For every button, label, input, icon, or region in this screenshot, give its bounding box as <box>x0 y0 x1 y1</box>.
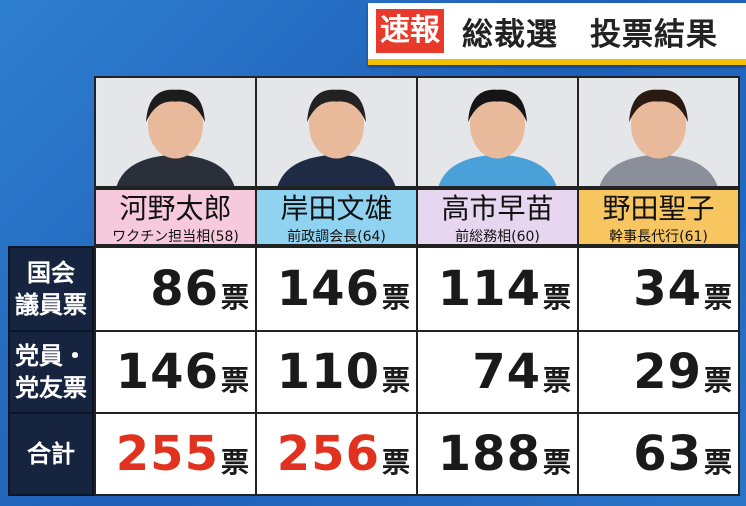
vote-unit: 票 <box>381 446 410 479</box>
candidate-name: 河野太郎 <box>119 192 232 225</box>
vote-unit: 票 <box>220 281 249 314</box>
vote-unit: 票 <box>542 446 571 479</box>
vote-cell: 86 票 <box>94 246 257 332</box>
vote-unit: 票 <box>381 364 410 397</box>
vote-count: 110 <box>276 344 380 400</box>
vote-cell: 146 票 <box>255 246 418 332</box>
vote-count: 63 <box>633 426 702 482</box>
vote-count: 29 <box>633 344 702 400</box>
breaking-news-label: 速報 <box>376 9 444 53</box>
vote-cell: 110 票 <box>255 330 418 414</box>
row-header: 党員・ 党友票 <box>8 330 94 414</box>
vote-unit: 票 <box>703 364 732 397</box>
vote-count: 188 <box>437 426 541 482</box>
results-table: 国会 議員票 党員・ 党友票 合計 河野太郎 ワクチン担当相(58) 86 票 146 票 255… <box>8 76 740 496</box>
candidate-photo <box>577 76 740 188</box>
vote-unit: 票 <box>381 281 410 314</box>
candidate-name: 岸田文雄 <box>280 192 393 225</box>
vote-unit: 票 <box>542 281 571 314</box>
candidate-photo <box>94 76 257 188</box>
portrait-icon <box>257 78 416 186</box>
vote-cell: 34 票 <box>577 246 740 332</box>
candidate-name-cell: 岸田文雄前政調会長(64) <box>255 188 418 246</box>
vote-count: 74 <box>472 344 541 400</box>
candidate-photo <box>255 76 418 188</box>
portrait-icon <box>96 78 255 186</box>
vote-cell: 63 票 <box>577 412 740 496</box>
vote-cell: 188 票 <box>416 412 579 496</box>
vote-unit: 票 <box>703 281 732 314</box>
vote-cell: 29 票 <box>577 330 740 414</box>
candidate-name-cell: 野田聖子幹事長代行(61) <box>577 188 740 246</box>
candidate-name: 高市早苗 <box>441 192 554 225</box>
row-header: 国会 議員票 <box>8 246 94 332</box>
vote-unit: 票 <box>703 446 732 479</box>
portrait-icon <box>579 78 738 186</box>
vote-count: 114 <box>437 261 541 317</box>
portrait-icon <box>418 78 577 186</box>
candidate-title: ワクチン担当相(58) <box>112 229 239 245</box>
candidate-title: 前総務相(60) <box>455 229 540 245</box>
candidate-title: 幹事長代行(61) <box>609 229 708 245</box>
vote-count: 256 <box>276 426 380 482</box>
headline-banner: 速報 総裁選 投票結果 <box>368 3 746 65</box>
vote-count: 146 <box>115 344 219 400</box>
candidate-name-cell: 高市早苗前総務相(60) <box>416 188 579 246</box>
vote-cell: 146 票 <box>94 330 257 414</box>
candidate-name: 野田聖子 <box>602 192 715 225</box>
vote-count: 146 <box>276 261 380 317</box>
vote-cell: 74 票 <box>416 330 579 414</box>
candidate-name-cell: 河野太郎ワクチン担当相(58) <box>94 188 257 246</box>
candidate-title: 前政調会長(64) <box>287 229 386 245</box>
vote-unit: 票 <box>220 364 249 397</box>
row-header: 合計 <box>8 412 94 496</box>
vote-cell: 114 票 <box>416 246 579 332</box>
vote-count: 34 <box>633 261 702 317</box>
vote-cell: 256 票 <box>255 412 418 496</box>
vote-count: 86 <box>150 261 219 317</box>
candidate-photo <box>416 76 579 188</box>
vote-cell: 255 票 <box>94 412 257 496</box>
headline-title: 総裁選 投票結果 <box>462 16 718 53</box>
vote-unit: 票 <box>220 446 249 479</box>
vote-count: 255 <box>115 426 219 482</box>
vote-unit: 票 <box>542 364 571 397</box>
